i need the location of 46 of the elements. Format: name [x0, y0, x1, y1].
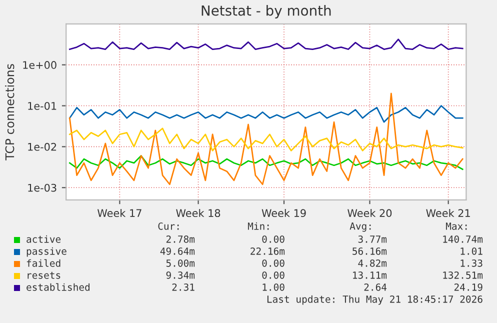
- x-tick-label: Week 17: [97, 208, 142, 218]
- text: 140.74m: [443, 235, 483, 243]
- text: Cur:: [158, 222, 179, 230]
- text: 24.19: [454, 283, 482, 291]
- x-tick-label: Week 18: [176, 208, 220, 218]
- text: 56.16m: [352, 247, 387, 255]
- text: 0.00: [262, 271, 284, 279]
- text: 5.00m: [166, 259, 195, 267]
- text: Max:: [446, 222, 467, 230]
- legend-label: established: [26, 283, 90, 291]
- text: 1.00: [262, 283, 284, 291]
- text: 4.82m: [358, 259, 387, 267]
- y-tick-label: 1e-01: [28, 102, 56, 110]
- text: 1.33: [460, 259, 482, 267]
- x-tick-label: Week 21: [426, 208, 470, 218]
- text: 2.78m: [166, 235, 195, 243]
- chart-title: Netstat - by month: [202, 5, 331, 18]
- line-series: [68, 105, 464, 123]
- y-tick-label: 1e-02: [28, 142, 56, 151]
- text: 2.64: [364, 283, 387, 291]
- text: Last update: Thu May 21 18:45:17 2026: [267, 295, 482, 305]
- y-tick-label: 1e+00: [23, 61, 56, 69]
- text: 9.34m: [166, 271, 195, 279]
- text: 1.01: [460, 247, 482, 255]
- text: Avg:: [350, 222, 371, 232]
- text: 13.11m: [353, 271, 387, 279]
- text: 0.00: [262, 235, 284, 243]
- line-series: [68, 38, 464, 50]
- x-tick-label: Week 19: [262, 208, 306, 218]
- text: 3.77m: [358, 235, 387, 243]
- legend-label: failed: [26, 259, 60, 267]
- y-tick-label: 1e-03: [28, 184, 56, 192]
- text: 0.00: [262, 259, 284, 267]
- line-series: [68, 128, 464, 152]
- line-series: [68, 155, 464, 170]
- text: 22.16m: [250, 247, 285, 255]
- y-axis-title: TCP connections: [5, 64, 14, 160]
- text: 2.31: [172, 283, 194, 291]
- legend-label: active: [26, 235, 61, 243]
- text: Min:: [248, 222, 269, 230]
- line-series: [68, 92, 464, 186]
- text: 132.51m: [443, 271, 483, 279]
- legend-label: passive: [26, 247, 66, 257]
- legend-label: resets: [28, 272, 60, 279]
- x-tick-label: Week 20: [348, 208, 392, 218]
- text: 49.64m: [160, 247, 195, 255]
